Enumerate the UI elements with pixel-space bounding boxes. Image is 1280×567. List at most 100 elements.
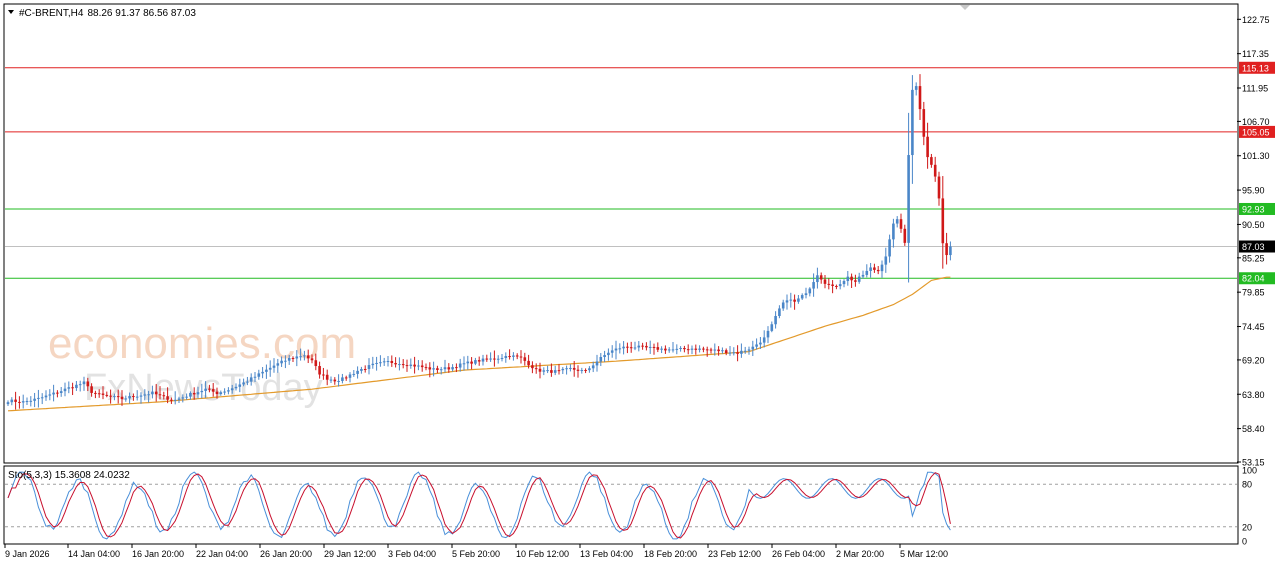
candle-242	[926, 122, 929, 169]
level-tag-label-3: 82.04	[1242, 274, 1265, 284]
candle-181	[694, 344, 698, 355]
candle-121	[466, 355, 470, 370]
candle-146	[561, 367, 565, 375]
candle-body	[641, 345, 644, 347]
candle-61	[238, 378, 242, 393]
candle-body	[413, 364, 416, 367]
candle-80	[310, 354, 314, 364]
candle-138	[531, 361, 534, 374]
candle-111	[428, 362, 432, 378]
candle-body	[899, 219, 903, 229]
candle-226	[865, 264, 869, 278]
candle-47	[185, 393, 188, 400]
candle-39	[154, 384, 158, 402]
candle-86	[333, 377, 337, 385]
candle-body	[371, 363, 375, 366]
candle-244	[933, 156, 937, 182]
candle-102	[394, 357, 397, 368]
candle-body	[230, 388, 234, 391]
candle-body	[238, 384, 242, 387]
candle-body	[812, 282, 815, 289]
candle-body	[208, 388, 211, 390]
candle-body	[439, 369, 443, 371]
candle-188	[721, 347, 724, 354]
candle-body	[648, 346, 652, 348]
candle-89	[344, 375, 348, 381]
candle-75	[291, 356, 295, 363]
candle-194	[743, 346, 747, 354]
candle-221	[846, 270, 850, 286]
candle-167	[641, 342, 644, 350]
candle-body	[90, 386, 93, 393]
candle-body	[409, 364, 413, 366]
candle-6	[29, 396, 33, 407]
time-axis[interactable]: 9 Jan 2026 14 Jan 04:00 16 Jan 20:00 22 Jan…	[4, 544, 948, 559]
time-tick-label-11: 23 Feb 12:00	[708, 549, 761, 559]
candle-171	[656, 342, 660, 353]
stochastic-d-line	[7, 472, 951, 539]
candle-body	[276, 363, 280, 366]
candle-190	[728, 345, 732, 356]
candle-body	[105, 394, 109, 396]
candle-body	[113, 396, 116, 398]
candle-body	[705, 349, 709, 351]
candle-212	[812, 273, 815, 297]
candle-body	[322, 374, 325, 376]
candle-body	[603, 355, 606, 357]
candle-body	[759, 342, 762, 345]
candle-body	[474, 360, 477, 364]
candle-19	[78, 380, 82, 392]
price-tick-label-12: 58.40	[1242, 424, 1265, 434]
candle-body	[291, 357, 295, 359]
price-axis[interactable]: 122.75 117.35 111.95 106.70 101.30 95.90 90.50…	[1237, 15, 1270, 468]
symbol-dropdown-icon[interactable]	[8, 10, 14, 14]
candle-body	[451, 367, 454, 370]
current-price-tag	[1239, 240, 1275, 253]
candle-94	[363, 365, 367, 373]
chart-shift-marker-icon[interactable]	[960, 5, 970, 10]
candle-31	[124, 395, 128, 402]
candle-body	[447, 367, 451, 370]
candle-149	[572, 361, 576, 377]
candle-body	[443, 367, 447, 370]
candle-70	[272, 358, 276, 373]
candle-body	[56, 392, 59, 394]
candle-178	[683, 345, 686, 353]
candle-43	[170, 397, 173, 404]
candle-217	[831, 280, 834, 294]
candle-body	[713, 349, 717, 351]
candle-body	[390, 360, 394, 364]
candle-137	[527, 354, 530, 369]
stochastic-panel[interactable]	[3, 465, 1239, 545]
price-tick-label-1: 117.35	[1242, 49, 1269, 59]
candle-177	[679, 346, 682, 352]
candle-body	[618, 348, 622, 350]
candle-body	[25, 400, 29, 402]
candle-213	[816, 267, 819, 289]
candle-73	[284, 355, 287, 369]
candle-body	[253, 376, 257, 378]
candle-208	[797, 294, 800, 304]
candle-129	[496, 355, 500, 364]
candle-187	[717, 346, 720, 356]
candle-198	[759, 336, 762, 349]
candle-body	[835, 285, 838, 287]
candle-207	[793, 294, 796, 310]
candle-166	[637, 341, 641, 352]
candle-4	[21, 394, 25, 409]
candle-body	[295, 356, 299, 359]
candle-body	[52, 392, 55, 395]
candle-body	[386, 360, 390, 362]
candle-216	[827, 278, 831, 290]
candle-40	[158, 386, 162, 400]
candle-body	[698, 348, 701, 350]
candle-body	[44, 395, 48, 398]
candle-body	[694, 348, 698, 350]
candle-body	[181, 397, 185, 399]
candle-body	[367, 365, 371, 370]
price-tick-label-9: 74.45	[1242, 322, 1265, 332]
candle-body	[523, 357, 527, 361]
price-tick-label-2: 111.95	[1242, 84, 1268, 94]
candle-body	[949, 246, 952, 256]
